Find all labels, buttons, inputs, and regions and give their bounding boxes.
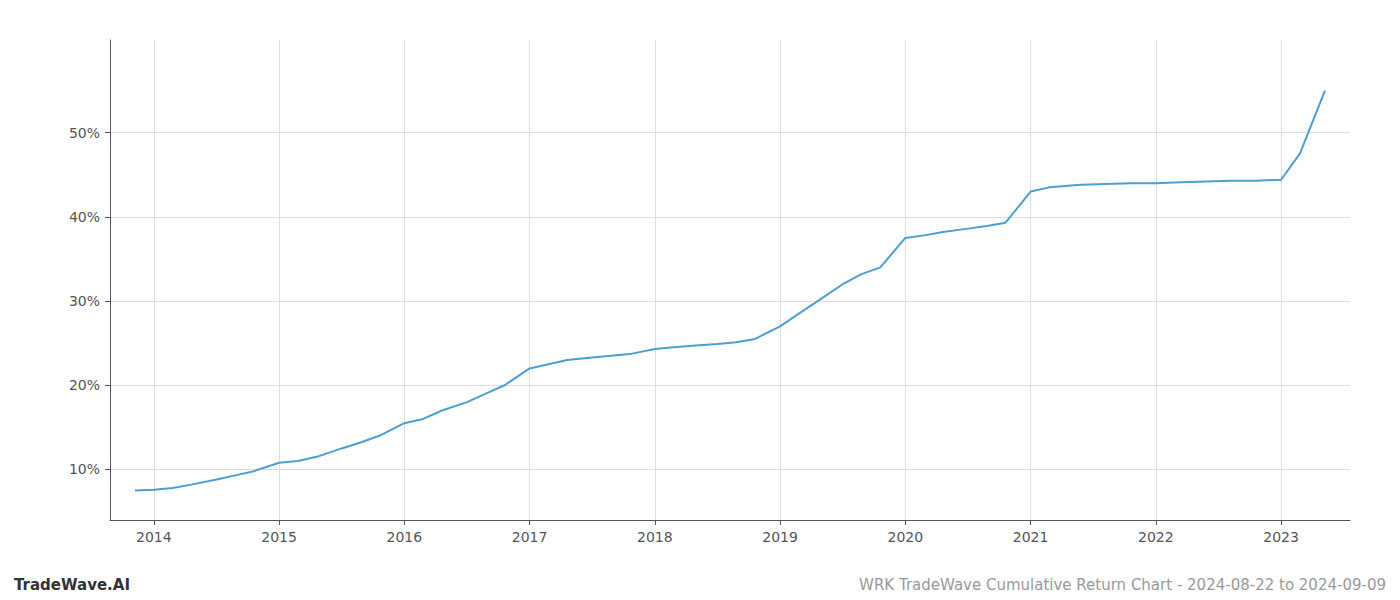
svg-text:10%: 10%: [69, 461, 100, 477]
svg-text:2020: 2020: [888, 529, 924, 545]
svg-text:2018: 2018: [637, 529, 673, 545]
svg-text:2022: 2022: [1138, 529, 1174, 545]
svg-text:50%: 50%: [69, 125, 100, 141]
svg-text:30%: 30%: [69, 293, 100, 309]
svg-text:TradeWave.AI: TradeWave.AI: [14, 576, 130, 594]
svg-text:WRK TradeWave Cumulative Retur: WRK TradeWave Cumulative Return Chart - …: [859, 576, 1386, 594]
svg-text:2014: 2014: [136, 529, 172, 545]
svg-text:20%: 20%: [69, 377, 100, 393]
svg-text:2015: 2015: [261, 529, 297, 545]
svg-text:2019: 2019: [762, 529, 798, 545]
svg-text:2016: 2016: [387, 529, 423, 545]
svg-text:2017: 2017: [512, 529, 548, 545]
svg-text:40%: 40%: [69, 209, 100, 225]
svg-text:2023: 2023: [1263, 529, 1299, 545]
svg-text:2021: 2021: [1013, 529, 1049, 545]
